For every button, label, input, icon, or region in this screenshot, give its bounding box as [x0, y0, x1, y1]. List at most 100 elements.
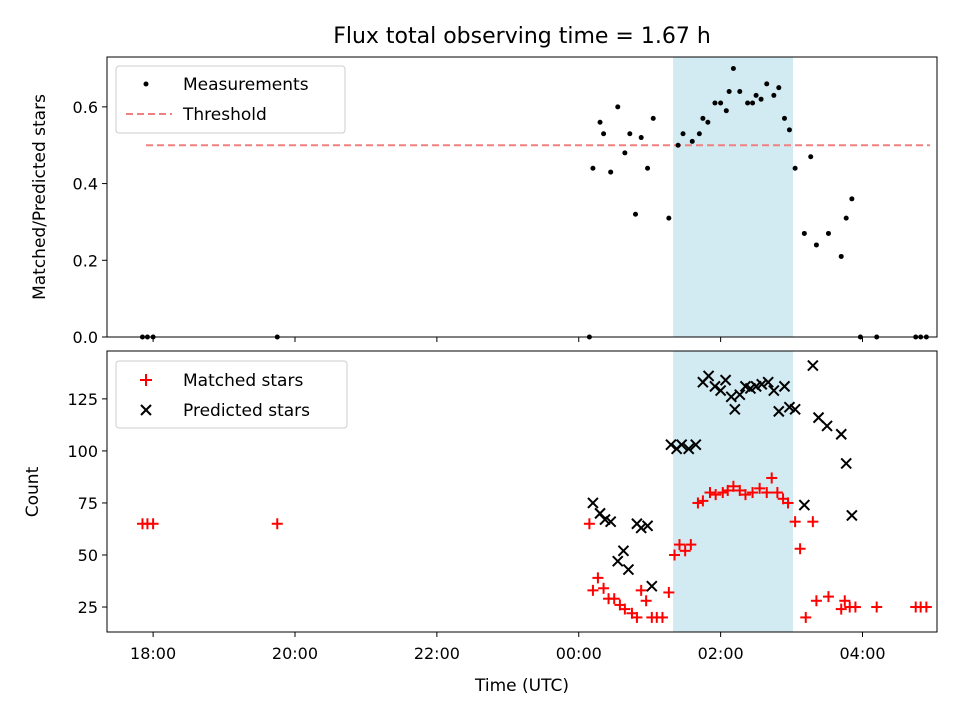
bottom-panel: 25 50 75 100 125 18:00 20:00 22:00 00:00 02:00 04…	[23, 350, 938, 696]
measurement-point	[590, 165, 596, 171]
matched-star-point	[692, 497, 704, 509]
predicted-star-point	[641, 520, 654, 532]
predicted-star-point	[646, 580, 658, 592]
y-tick-label: 0.6	[73, 98, 98, 117]
measurement-point	[808, 154, 814, 160]
matched-star-point	[710, 489, 722, 501]
measurement-point	[801, 230, 807, 236]
matched-star-point	[679, 545, 691, 557]
predicted-star-point	[846, 509, 858, 522]
predicted-star-point	[683, 443, 695, 455]
measurement-point	[758, 96, 764, 102]
measurement-point	[753, 92, 759, 98]
measurement-point	[781, 115, 787, 121]
matched-star-point	[722, 484, 734, 496]
matched-star-point	[271, 518, 283, 530]
bottom-legend: Matched stars Predicted stars	[115, 360, 348, 429]
measurement-point	[813, 242, 819, 248]
predicted-star-point	[714, 384, 727, 397]
measurement-point	[650, 115, 656, 121]
matched-star-point	[685, 539, 697, 551]
measurement-point	[627, 131, 633, 137]
legend-predicted-label: Predicted stars	[183, 401, 310, 421]
legend-measurements-marker	[143, 81, 149, 87]
predicted-star-point	[675, 438, 688, 451]
matched-star-point	[794, 543, 806, 555]
matched-star-point	[810, 595, 822, 607]
matched-star-point	[835, 603, 847, 615]
predicted-star-point	[789, 403, 801, 415]
matched-star-point	[592, 572, 604, 584]
y-tick-label: 50	[78, 546, 98, 565]
x-axis-label: Time (UTC)	[474, 676, 569, 696]
predicted-star-point	[773, 405, 785, 418]
top-x-axis-ticks	[152, 337, 864, 342]
matched-star-point	[789, 516, 801, 528]
measurement-point	[615, 104, 621, 110]
measurement-point	[786, 127, 792, 133]
matched-star-point	[583, 518, 595, 530]
predicted-star-point	[587, 497, 599, 509]
measurements-series	[139, 66, 929, 340]
measurement-point	[638, 135, 644, 141]
chart-title: Flux total observing time = 1.67 h	[333, 24, 711, 49]
x-tick-label: 20:00	[272, 644, 318, 663]
measurement-point	[745, 100, 751, 106]
matched-star-point	[704, 487, 716, 499]
matched-star-point	[598, 582, 610, 594]
measurement-point	[700, 115, 706, 121]
bottom-y-axis-ticks: 25 50 75 100 125	[67, 390, 107, 617]
measurement-point	[675, 142, 681, 148]
legend-measurements-label: Measurements	[183, 75, 309, 95]
measurement-point	[737, 89, 743, 95]
bottom-x-axis-ticks: 18:00 20:00 22:00 00:00 02:00 04:00	[130, 632, 886, 663]
bottom-plot-frame	[106, 350, 938, 633]
measurement-point	[825, 230, 831, 236]
x-tick-label: 02:00	[698, 644, 744, 663]
predicted-star-point	[719, 374, 732, 386]
matched-star-point	[147, 518, 159, 530]
predicted-star-point	[798, 499, 811, 511]
predicted-star-point	[807, 359, 819, 372]
predicted-star-point	[768, 384, 780, 397]
measurement-point	[771, 92, 777, 98]
matched-star-point	[635, 584, 647, 596]
matched-star-point	[608, 593, 620, 605]
matched-star-point	[587, 584, 599, 596]
measurement-point	[601, 131, 607, 137]
x-tick-label: 22:00	[414, 644, 460, 663]
predicted-star-point	[709, 380, 721, 393]
predicted-star-point	[604, 515, 617, 528]
measurement-point	[622, 150, 628, 156]
measurement-point	[666, 215, 672, 221]
predicted-star-point	[840, 457, 852, 470]
y-tick-label: 0.4	[73, 175, 98, 194]
predicted-star-point	[729, 403, 741, 415]
top-y-axis-label: Matched/Predicted stars	[30, 94, 50, 300]
measurement-point	[764, 81, 770, 87]
matched-star-point	[619, 603, 631, 615]
y-tick-label: 75	[78, 494, 98, 513]
measurement-point	[726, 89, 732, 95]
matched-star-point	[673, 539, 685, 551]
measurement-point	[792, 165, 798, 171]
predicted-star-point	[821, 420, 833, 432]
measurement-point	[645, 165, 651, 171]
measurement-point	[633, 211, 639, 217]
predicted-star-point	[812, 411, 825, 424]
predicted-star-point	[702, 370, 715, 382]
measurement-point	[597, 119, 603, 125]
matched-star-point	[640, 595, 652, 607]
matched-star-point	[771, 487, 783, 499]
top-legend: Measurements Threshold	[115, 65, 346, 134]
matched-star-point	[754, 482, 766, 494]
predicted-star-point	[762, 376, 774, 388]
measurement-point	[680, 131, 686, 137]
matched-star-point	[717, 487, 729, 499]
matched-star-point	[807, 516, 819, 528]
legend-matched-marker	[140, 374, 152, 386]
matched-star-point	[766, 472, 778, 484]
x-tick-label: 04:00	[839, 644, 885, 663]
matched-star-point	[697, 495, 709, 507]
y-tick-label: 0.0	[73, 328, 98, 347]
